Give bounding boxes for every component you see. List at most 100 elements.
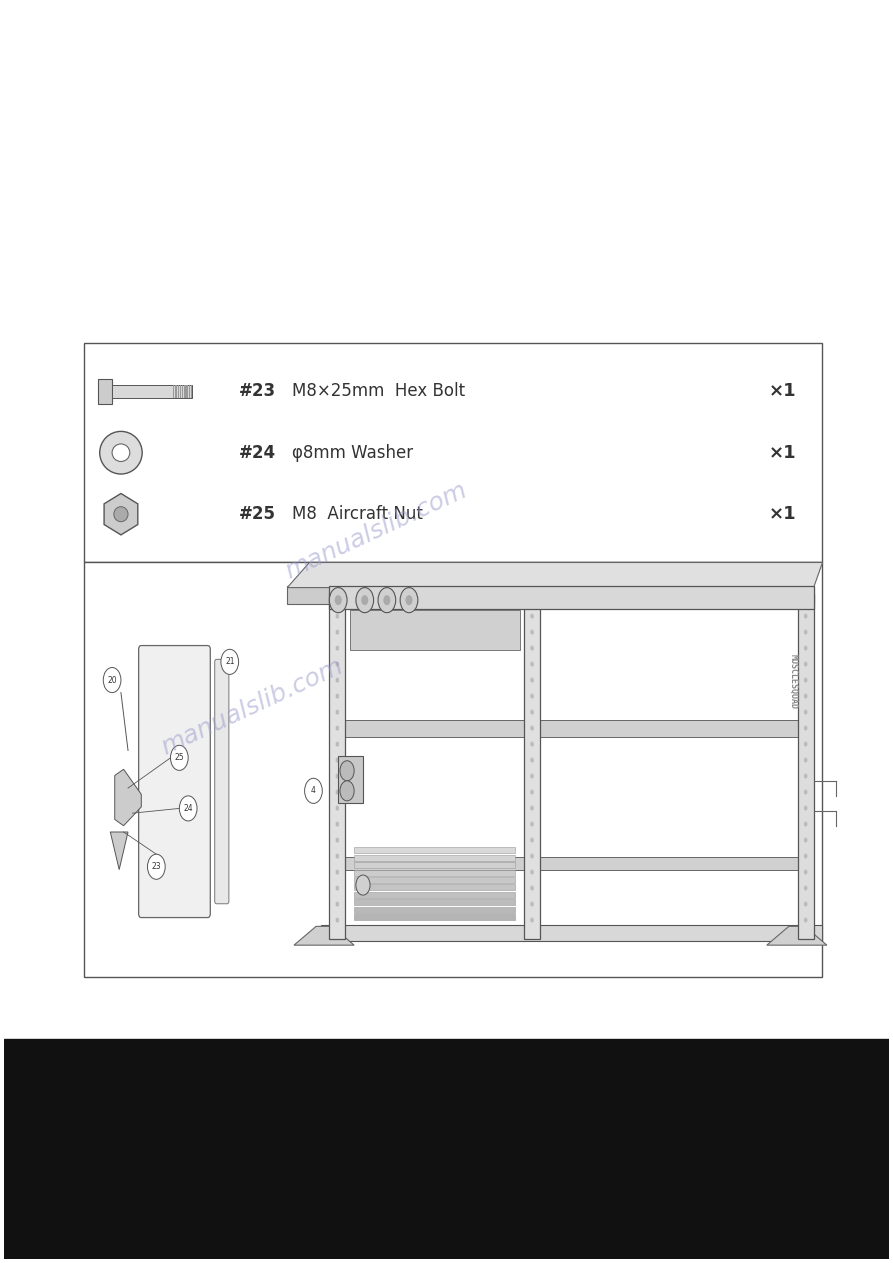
Circle shape [530,885,534,890]
Circle shape [804,678,807,682]
Circle shape [804,630,807,634]
Bar [355,884,515,890]
Circle shape [336,806,339,811]
Bar [350,610,520,650]
Text: 4: 4 [311,787,316,796]
Bar [797,594,814,938]
Circle shape [340,760,355,781]
Circle shape [530,614,534,619]
Circle shape [804,806,807,811]
Circle shape [530,645,534,650]
Circle shape [530,678,534,682]
Polygon shape [111,832,128,870]
Text: 21: 21 [225,657,235,667]
Circle shape [336,917,339,922]
Circle shape [804,614,807,619]
Circle shape [530,854,534,859]
Circle shape [147,854,165,879]
Circle shape [336,710,339,715]
Bar [184,385,186,398]
Circle shape [804,854,807,859]
Bar [178,385,179,398]
Text: MUSCLESQUAD: MUSCLESQUAD [789,654,797,710]
Text: ×1: ×1 [768,443,796,462]
Text: ×1: ×1 [768,505,796,523]
Text: 24: 24 [183,805,193,813]
Circle shape [356,875,370,895]
Text: #23: #23 [238,383,276,400]
Circle shape [305,778,322,803]
Circle shape [336,614,339,619]
Bar [338,755,363,803]
Circle shape [804,726,807,730]
Bar [182,385,183,398]
Ellipse shape [114,506,128,522]
Bar [330,586,814,609]
Polygon shape [288,562,822,587]
Bar [355,899,515,906]
Circle shape [804,869,807,874]
Bar [330,858,814,870]
Bar [98,379,113,404]
Circle shape [530,789,534,794]
Circle shape [336,678,339,682]
Circle shape [405,595,413,605]
Bar [113,385,192,398]
Circle shape [804,917,807,922]
Circle shape [336,885,339,890]
Bar [187,385,188,398]
Circle shape [530,774,534,778]
Bar [355,892,515,898]
Circle shape [530,917,534,922]
Bar [84,562,822,976]
Circle shape [336,645,339,650]
Bar [84,344,822,562]
Circle shape [804,662,807,667]
Text: #24: #24 [238,443,276,462]
Bar [355,869,515,875]
Circle shape [336,630,339,634]
Circle shape [336,741,339,746]
Ellipse shape [100,432,142,474]
Bar [355,847,515,854]
Circle shape [340,781,355,801]
Circle shape [335,595,342,605]
Bar [355,855,515,861]
Bar [321,925,822,941]
Circle shape [336,837,339,842]
Bar [4,1039,889,1259]
Circle shape [530,902,534,907]
Text: manualslib.com: manualslib.com [157,654,346,759]
Circle shape [361,595,368,605]
Bar [330,720,814,736]
Bar [173,385,174,398]
Circle shape [804,645,807,650]
FancyBboxPatch shape [214,659,229,904]
Bar [355,877,515,883]
Circle shape [530,630,534,634]
Circle shape [530,741,534,746]
Text: 23: 23 [152,863,161,871]
Circle shape [804,741,807,746]
Bar [288,586,814,604]
Circle shape [336,693,339,698]
Circle shape [104,668,121,692]
Circle shape [530,758,534,763]
Circle shape [530,806,534,811]
Circle shape [804,774,807,778]
Circle shape [330,587,347,613]
Circle shape [356,587,373,613]
Circle shape [336,854,339,859]
Bar [524,594,540,938]
Circle shape [336,869,339,874]
Bar [179,385,181,398]
Text: manualslib.com: manualslib.com [281,479,471,584]
Text: M8  Aircraft Nut: M8 Aircraft Nut [292,505,422,523]
Circle shape [336,758,339,763]
Bar [330,594,346,938]
Text: #25: #25 [238,505,276,523]
Circle shape [804,902,807,907]
Circle shape [171,745,188,770]
Circle shape [530,822,534,826]
Circle shape [383,595,390,605]
